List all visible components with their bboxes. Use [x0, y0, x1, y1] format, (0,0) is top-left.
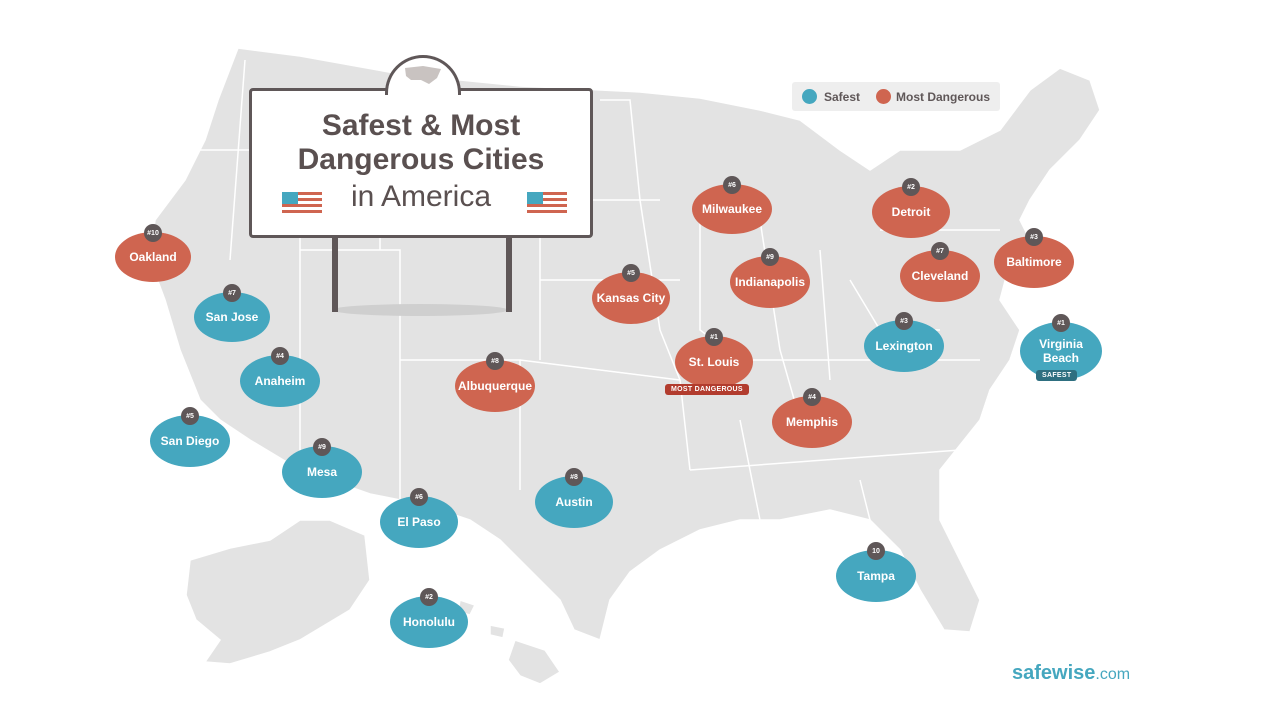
us-flag-icon: [282, 192, 322, 216]
safest-ribbon: SAFEST: [1036, 370, 1078, 381]
alaska-shape: [185, 519, 371, 665]
brand-suffix: .com: [1095, 666, 1131, 683]
legend-dangerous-label: Most Dangerous: [896, 90, 991, 104]
sign-title-line3: in America: [350, 180, 492, 213]
city-name: Detroit: [891, 205, 931, 219]
rank-badge: #8: [486, 352, 504, 370]
city-name: St. Louis: [688, 355, 740, 369]
rank-badge: #5: [181, 407, 199, 425]
city-name: Virginia Beach: [1039, 337, 1083, 365]
city-bubble: Anaheim: [240, 355, 320, 407]
legend: Safest Most Dangerous: [792, 82, 1000, 111]
rank-badge: #5: [622, 264, 640, 282]
city-name: Tampa: [857, 569, 895, 583]
rank-badge: #6: [723, 176, 741, 194]
rank-badge: #4: [803, 388, 821, 406]
sign-posts: [332, 236, 512, 316]
city-name: Memphis: [785, 415, 838, 429]
city-name: Baltimore: [1006, 255, 1062, 269]
city-bubble: St. Louis: [675, 336, 753, 388]
city-name: Albuquerque: [458, 379, 532, 393]
city-name: Oakland: [129, 250, 177, 264]
rank-badge: #7: [931, 242, 949, 260]
safewise-logo[interactable]: safewise.com: [1012, 662, 1130, 685]
most-dangerous-ribbon: MOST DANGEROUS: [665, 384, 749, 395]
brand-name: safewise: [1012, 662, 1096, 684]
sign-title-line1: Safest & Most: [321, 109, 521, 142]
rank-badge: 10: [867, 542, 885, 560]
city-name: Austin: [555, 495, 593, 509]
us-outline-icon: [405, 66, 441, 84]
rank-badge: #3: [895, 312, 913, 330]
city-name: Mesa: [306, 465, 338, 479]
us-flag-icon: [527, 192, 567, 216]
rank-badge: #7: [223, 284, 241, 302]
rank-badge: #9: [761, 248, 779, 266]
city-bubble: Memphis: [772, 396, 852, 448]
rank-badge: #8: [565, 468, 583, 486]
safest-dot-icon: [802, 89, 817, 104]
legend-safest-label: Safest: [824, 90, 861, 104]
rank-badge: #2: [902, 178, 920, 196]
title-sign: Safest & Most Dangerous Cities in Americ…: [249, 55, 593, 238]
city-name: Lexington: [875, 339, 933, 353]
city-name: Honolulu: [403, 615, 455, 629]
dangerous-dot-icon: [876, 89, 891, 104]
city-name: San Diego: [160, 434, 220, 448]
hawaii-shape: [457, 599, 562, 685]
rank-badge: #1: [1052, 314, 1070, 332]
sign-title-line2: Dangerous Cities: [297, 143, 545, 176]
city-name: Milwaukee: [701, 202, 763, 216]
rank-badge: #6: [410, 488, 428, 506]
city-name: Kansas City: [596, 291, 666, 305]
rank-badge: #3: [1025, 228, 1043, 246]
city-name: San Jose: [205, 310, 259, 324]
city-name: Cleveland: [911, 269, 969, 283]
city-name: El Paso: [397, 515, 441, 529]
rank-badge: #1: [705, 328, 723, 346]
city-name: Indianapolis: [734, 275, 805, 289]
city-name: Anaheim: [254, 374, 306, 388]
rank-badge: #10: [144, 224, 162, 242]
rank-badge: #4: [271, 347, 289, 365]
rank-badge: #9: [313, 438, 331, 456]
rank-badge: #2: [420, 588, 438, 606]
